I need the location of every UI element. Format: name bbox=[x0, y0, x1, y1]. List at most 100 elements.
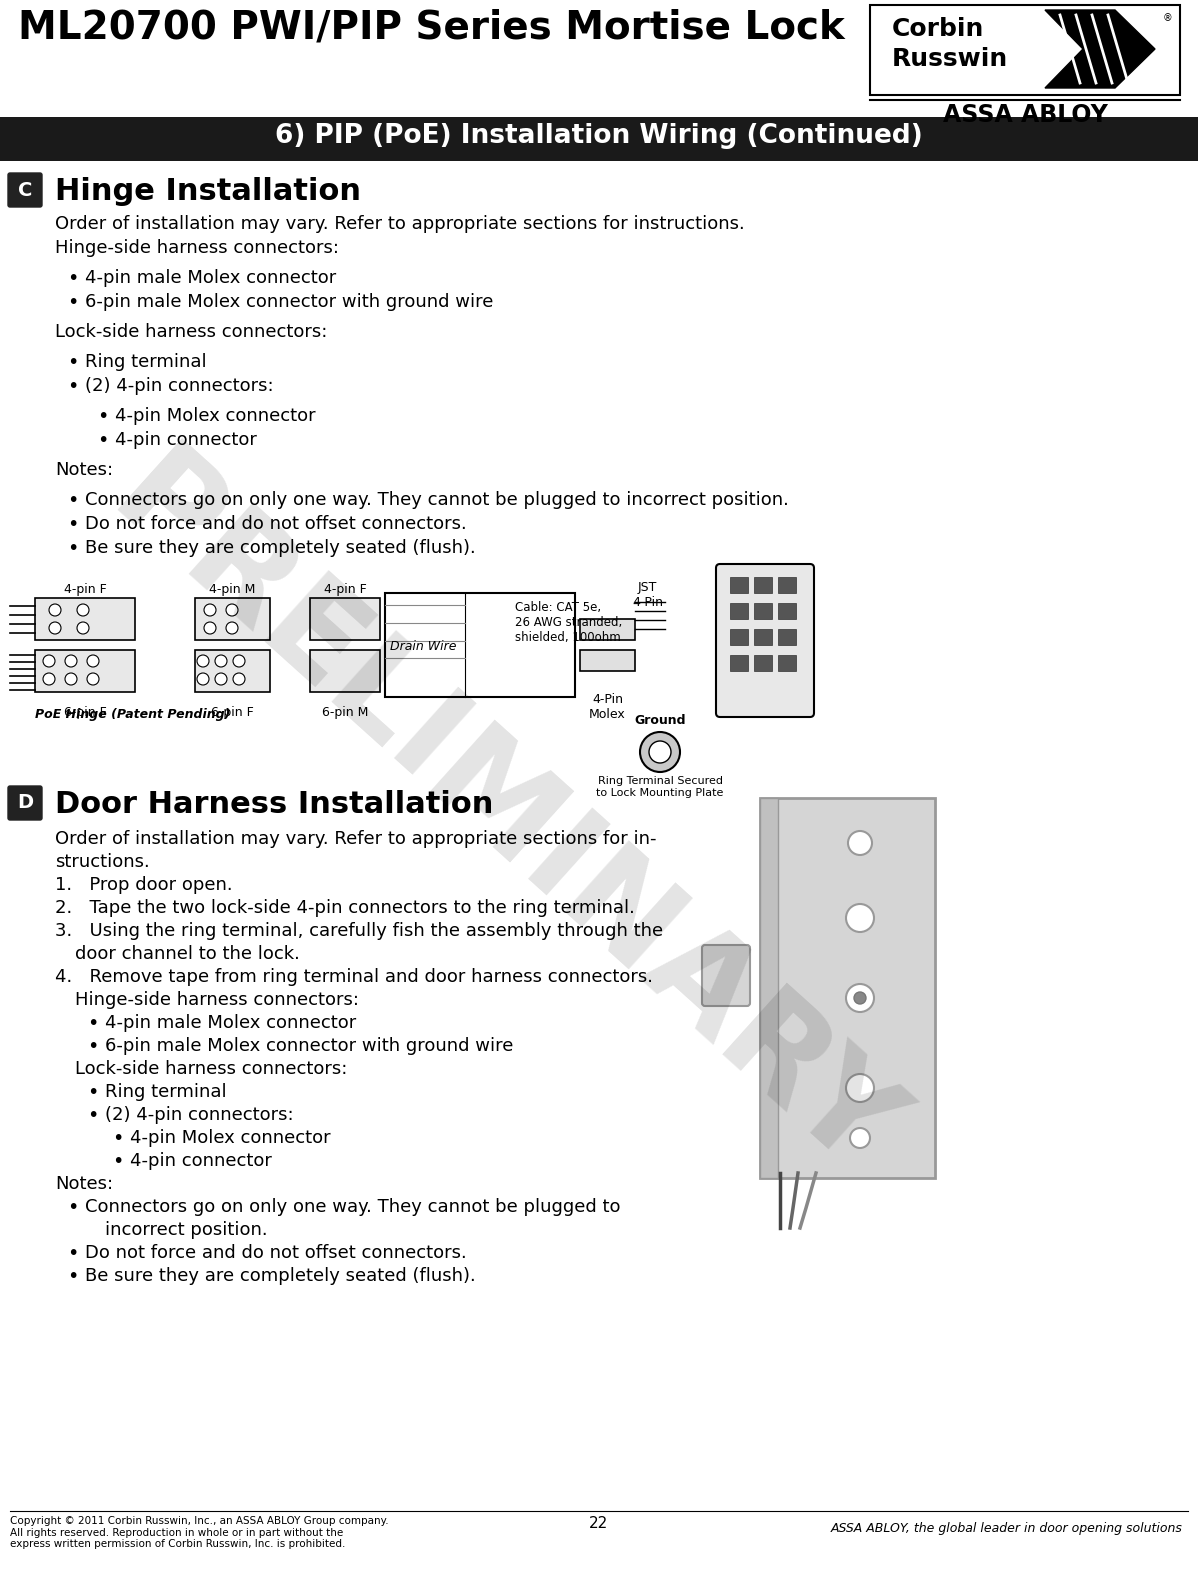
Text: ASSA ABLOY: ASSA ABLOY bbox=[943, 104, 1107, 127]
Text: •: • bbox=[67, 516, 78, 534]
Text: Connectors go on only one way. They cannot be plugged to incorrect position.: Connectors go on only one way. They cann… bbox=[85, 490, 788, 509]
Text: incorrect position.: incorrect position. bbox=[105, 1221, 267, 1239]
Circle shape bbox=[196, 673, 208, 685]
Text: 4.   Remove tape from ring terminal and door harness connectors.: 4. Remove tape from ring terminal and do… bbox=[55, 968, 653, 986]
Text: PRELIMINARY: PRELIMINARY bbox=[87, 434, 919, 1201]
Text: 3.   Using the ring terminal, carefully fish the assembly through the: 3. Using the ring terminal, carefully fi… bbox=[55, 923, 664, 940]
Text: Be sure they are completely seated (flush).: Be sure they are completely seated (flus… bbox=[85, 539, 476, 556]
Circle shape bbox=[214, 673, 226, 685]
Text: structions.: structions. bbox=[55, 854, 150, 871]
Circle shape bbox=[226, 604, 238, 616]
Text: 2.   Tape the two lock-side 4-pin connectors to the ring terminal.: 2. Tape the two lock-side 4-pin connecto… bbox=[55, 899, 635, 916]
Text: Notes:: Notes: bbox=[55, 1174, 113, 1193]
Bar bbox=[0, 116, 1198, 160]
FancyBboxPatch shape bbox=[8, 173, 42, 208]
Text: Order of installation may vary. Refer to appropriate sections for instructions.: Order of installation may vary. Refer to… bbox=[55, 215, 745, 233]
Circle shape bbox=[232, 673, 246, 685]
Bar bbox=[310, 649, 380, 692]
Text: •: • bbox=[111, 1129, 123, 1148]
Text: 6-pin M: 6-pin M bbox=[322, 706, 368, 718]
Text: 4-pin Molex connector: 4-pin Molex connector bbox=[131, 1129, 331, 1148]
Text: Lock-side harness connectors:: Lock-side harness connectors: bbox=[55, 322, 327, 341]
Text: Hinge-side harness connectors:: Hinge-side harness connectors: bbox=[55, 239, 339, 256]
Text: Door Harness Installation: Door Harness Installation bbox=[55, 791, 494, 819]
Text: C: C bbox=[18, 181, 32, 200]
Text: PoE Hinge (Patent Pending): PoE Hinge (Patent Pending) bbox=[35, 707, 230, 722]
Text: 6-pin male Molex connector with ground wire: 6-pin male Molex connector with ground w… bbox=[85, 292, 494, 311]
Text: •: • bbox=[67, 1198, 78, 1217]
Text: 4-pin F: 4-pin F bbox=[63, 583, 107, 596]
Bar bbox=[310, 597, 380, 640]
Bar bbox=[778, 604, 795, 619]
Text: 4-pin male Molex connector: 4-pin male Molex connector bbox=[105, 1014, 356, 1031]
Text: Connectors go on only one way. They cannot be plugged to: Connectors go on only one way. They cann… bbox=[85, 1198, 621, 1217]
Text: 4-pin Molex connector: 4-pin Molex connector bbox=[115, 407, 315, 424]
Text: •: • bbox=[97, 431, 108, 450]
Bar bbox=[778, 577, 795, 593]
Text: •: • bbox=[67, 1243, 78, 1262]
Circle shape bbox=[43, 673, 55, 685]
Text: Hinge-side harness connectors:: Hinge-side harness connectors: bbox=[75, 990, 359, 1009]
Circle shape bbox=[214, 656, 226, 667]
Text: 6-pin F: 6-pin F bbox=[211, 706, 254, 718]
Text: Order of installation may vary. Refer to appropriate sections for in-: Order of installation may vary. Refer to… bbox=[55, 830, 657, 847]
Text: D: D bbox=[17, 794, 34, 813]
Bar bbox=[580, 619, 635, 640]
Text: 1.   Prop door open.: 1. Prop door open. bbox=[55, 876, 232, 894]
Bar bbox=[760, 799, 778, 1177]
Bar bbox=[35, 649, 135, 692]
Text: 4-pin F: 4-pin F bbox=[323, 583, 367, 596]
Text: Notes:: Notes: bbox=[55, 461, 113, 479]
Circle shape bbox=[77, 623, 89, 634]
Text: 4-pin male Molex connector: 4-pin male Molex connector bbox=[85, 269, 337, 288]
Text: 22: 22 bbox=[589, 1515, 609, 1531]
Bar bbox=[760, 799, 934, 1177]
Text: •: • bbox=[97, 407, 108, 426]
Text: •: • bbox=[67, 539, 78, 558]
Text: •: • bbox=[111, 1152, 123, 1171]
Bar bbox=[754, 629, 772, 645]
Text: Drain Wire: Drain Wire bbox=[389, 640, 456, 652]
Text: Copyright © 2011 Corbin Russwin, Inc., an ASSA ABLOY Group company.
All rights r: Copyright © 2011 Corbin Russwin, Inc., a… bbox=[10, 1515, 388, 1548]
Text: •: • bbox=[67, 1267, 78, 1286]
Text: Lock-side harness connectors:: Lock-side harness connectors: bbox=[75, 1060, 347, 1078]
FancyBboxPatch shape bbox=[702, 945, 750, 1006]
Bar bbox=[35, 597, 135, 640]
Circle shape bbox=[49, 623, 61, 634]
Text: Hinge Installation: Hinge Installation bbox=[55, 178, 361, 206]
Bar bbox=[730, 604, 748, 619]
Circle shape bbox=[848, 832, 872, 855]
Circle shape bbox=[204, 604, 216, 616]
Text: Ring terminal: Ring terminal bbox=[105, 1083, 226, 1100]
FancyBboxPatch shape bbox=[716, 564, 813, 717]
Circle shape bbox=[196, 656, 208, 667]
Text: •: • bbox=[67, 377, 78, 396]
Text: Cable: CAT 5e,
26 AWG stranded,
shielded, 100ohm: Cable: CAT 5e, 26 AWG stranded, shielded… bbox=[515, 601, 622, 645]
Text: •: • bbox=[87, 1014, 98, 1033]
Text: 4-pin connector: 4-pin connector bbox=[131, 1152, 272, 1170]
Bar bbox=[580, 649, 635, 671]
Text: 4-pin M: 4-pin M bbox=[210, 583, 255, 596]
Text: •: • bbox=[87, 1038, 98, 1056]
Text: ®: ® bbox=[1162, 13, 1172, 24]
Text: (2) 4-pin connectors:: (2) 4-pin connectors: bbox=[85, 377, 273, 395]
Text: Russwin: Russwin bbox=[893, 47, 1009, 71]
Text: door channel to the lock.: door channel to the lock. bbox=[75, 945, 300, 964]
Circle shape bbox=[226, 623, 238, 634]
Text: 4-pin connector: 4-pin connector bbox=[115, 431, 256, 450]
Text: 6-pin F: 6-pin F bbox=[63, 706, 107, 718]
Circle shape bbox=[846, 904, 875, 932]
Text: •: • bbox=[67, 292, 78, 311]
Text: Ring terminal: Ring terminal bbox=[85, 354, 206, 371]
Circle shape bbox=[649, 740, 671, 762]
Bar bbox=[385, 593, 575, 696]
Bar bbox=[730, 656, 748, 671]
Bar bbox=[195, 597, 270, 640]
Bar bbox=[754, 577, 772, 593]
Bar bbox=[754, 656, 772, 671]
Circle shape bbox=[87, 673, 99, 685]
Circle shape bbox=[851, 1129, 870, 1148]
Bar bbox=[778, 629, 795, 645]
Circle shape bbox=[65, 656, 77, 667]
Bar bbox=[870, 5, 1180, 94]
